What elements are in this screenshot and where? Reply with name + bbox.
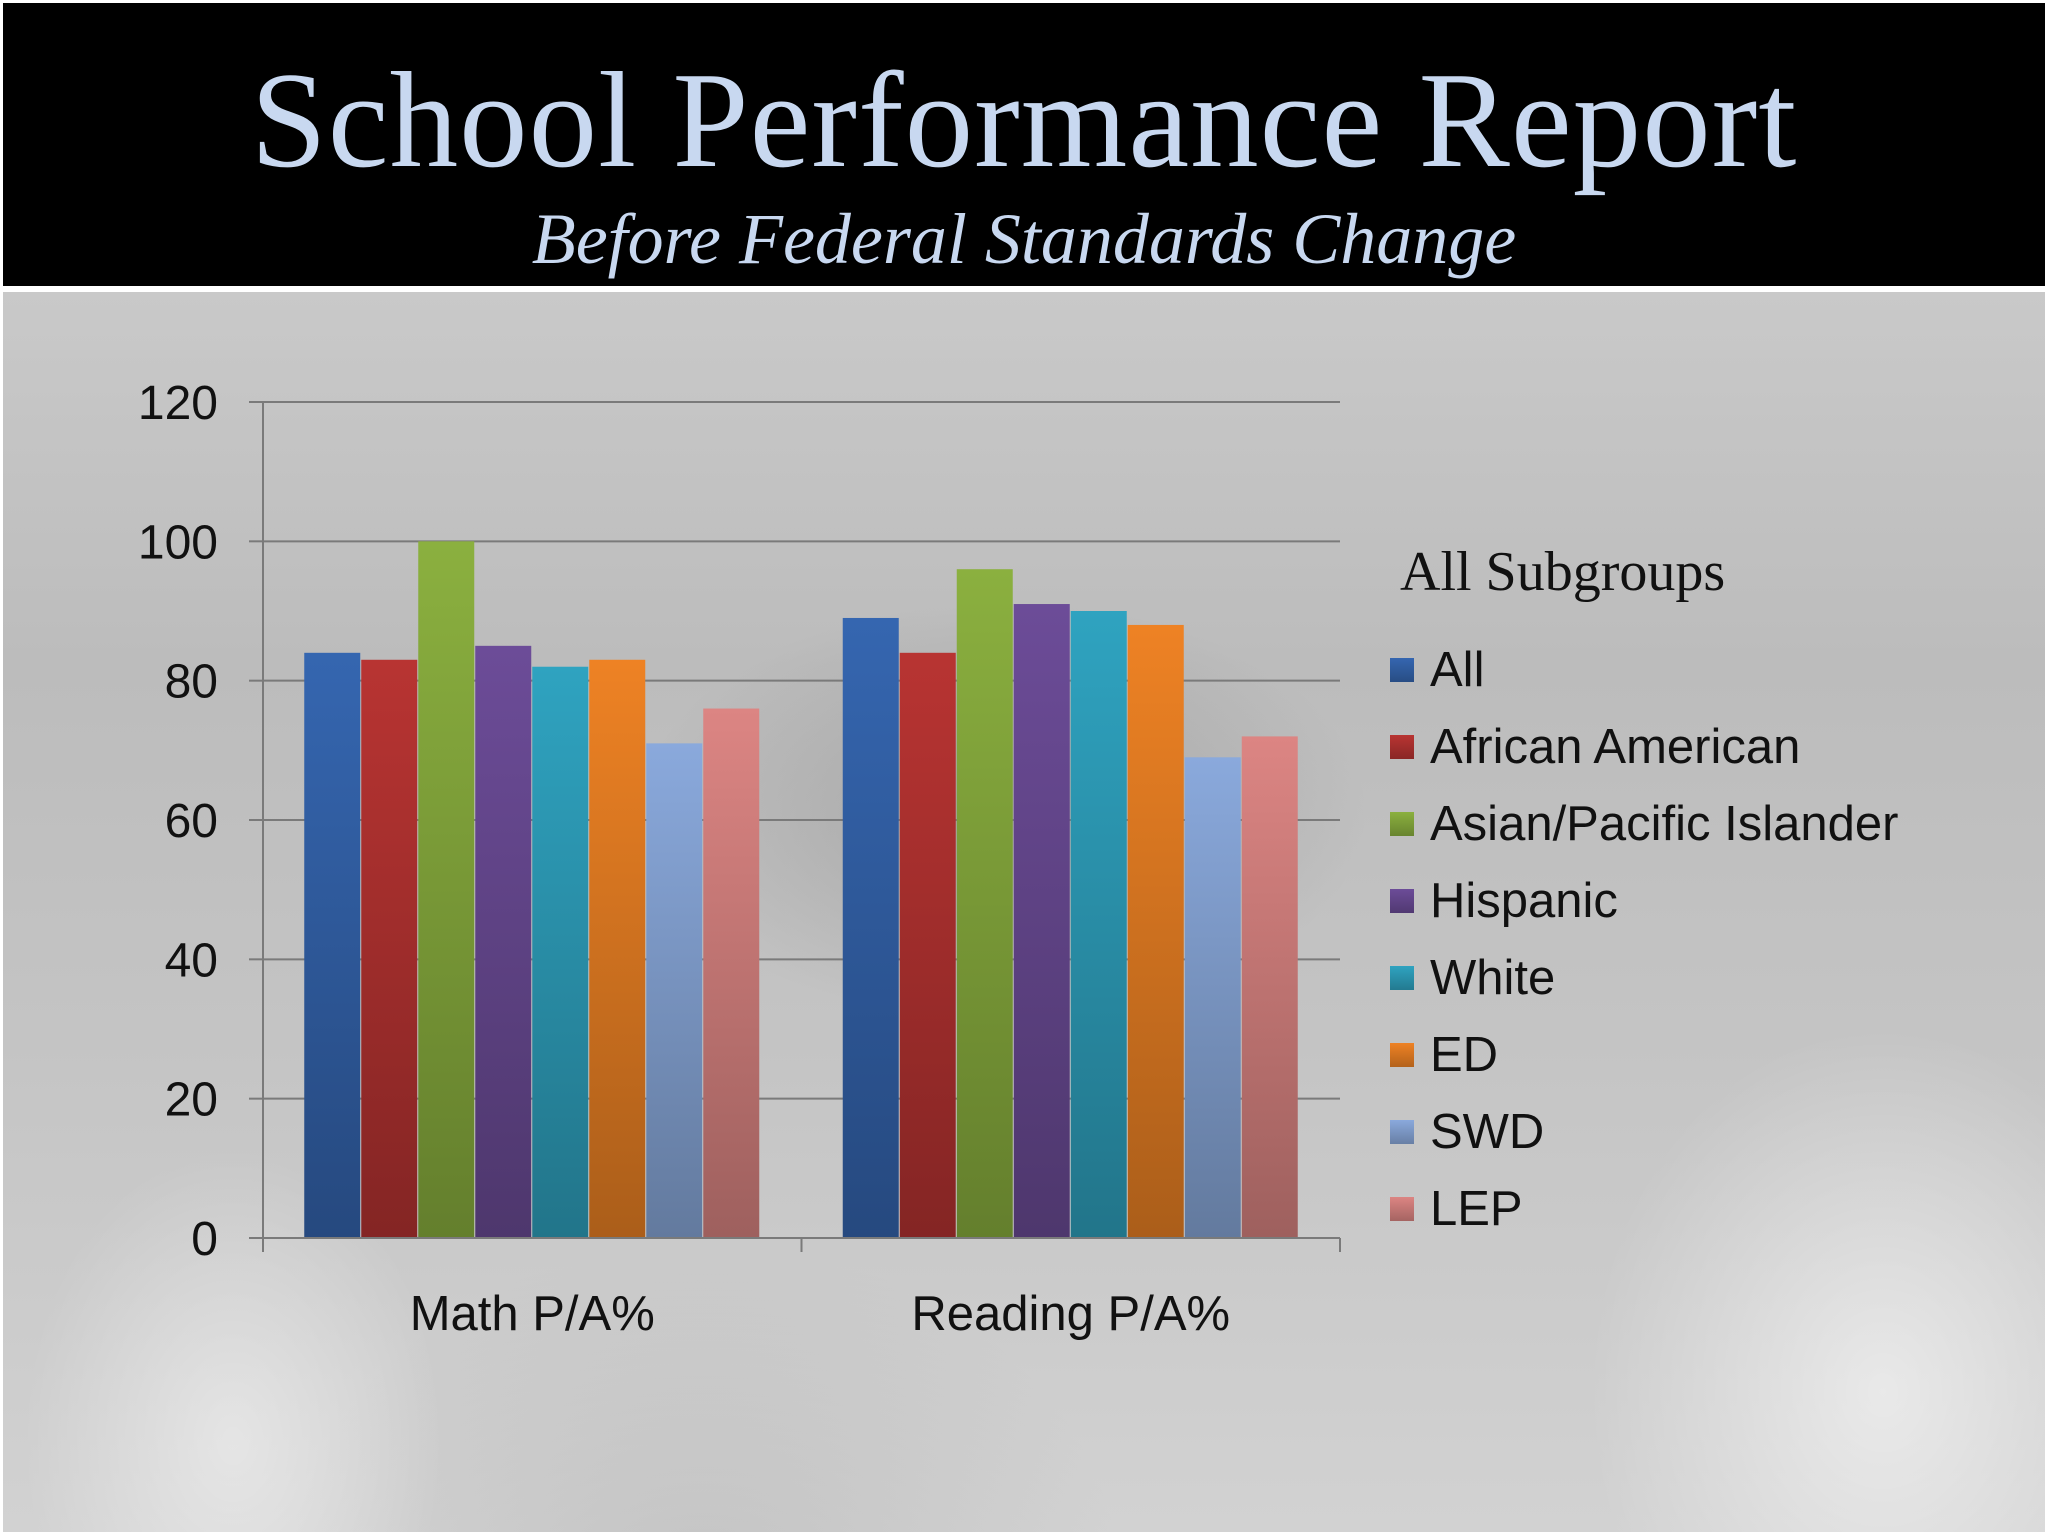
bar-all-math	[304, 652, 361, 1238]
bar-lep-math	[703, 708, 760, 1238]
legend-swatch	[1390, 735, 1414, 759]
legend-label: African American	[1430, 720, 1801, 774]
bar-hispanic-math	[475, 645, 532, 1238]
slide-title: School Performance Report	[250, 44, 1798, 196]
title-banner: School Performance Report Before Federal…	[3, 3, 2045, 286]
bar-all-reading	[842, 617, 899, 1238]
bar-ed-reading	[1127, 624, 1184, 1238]
legend-swatch	[1390, 1043, 1414, 1067]
y-tick-label: 0	[191, 1213, 218, 1266]
x-category-label: Reading P/A%	[911, 1287, 1230, 1341]
y-tick-labels: 0 20 40 60 80 100 120	[138, 377, 218, 1266]
bar-swd-math	[646, 743, 703, 1238]
bar-hispanic-reading	[1013, 604, 1070, 1238]
y-tick-label: 120	[138, 377, 218, 430]
bar-african-american-reading	[899, 652, 956, 1238]
bars	[304, 541, 1298, 1238]
legend-swatch	[1390, 1197, 1414, 1221]
legend-label: White	[1430, 951, 1556, 1005]
x-category-labels: Math P/A% Reading P/A%	[410, 1287, 1230, 1341]
legend-swatch	[1390, 966, 1414, 990]
bar-swd-reading	[1184, 757, 1241, 1238]
bar-ed-math	[589, 659, 646, 1238]
y-tick-label: 80	[165, 656, 218, 709]
axes	[262, 402, 1341, 1252]
legend-swatch	[1390, 1120, 1414, 1144]
bar-asian-pacific-islander-math	[418, 541, 475, 1238]
bar-white-math	[532, 666, 589, 1238]
legend-label: LEP	[1430, 1182, 1523, 1236]
legend-swatch	[1390, 658, 1414, 682]
legend-label: All	[1430, 643, 1485, 697]
y-tick-label: 20	[165, 1074, 218, 1127]
legend-label: SWD	[1430, 1105, 1545, 1159]
y-tick-label: 100	[138, 516, 218, 569]
y-tick-label: 60	[165, 795, 218, 848]
legend-label: Hispanic	[1430, 874, 1618, 928]
legend-swatch	[1390, 889, 1414, 913]
bar-white-reading	[1070, 611, 1127, 1238]
slide-subtitle: Before Federal Standards Change	[531, 199, 1517, 279]
legend-label: Asian/Pacific Islander	[1430, 797, 1899, 851]
bar-asian-pacific-islander-reading	[956, 569, 1013, 1238]
y-tick-label: 40	[165, 934, 218, 987]
bar-lep-reading	[1241, 736, 1298, 1238]
x-category-label: Math P/A%	[410, 1287, 655, 1341]
bar-african-american-math	[361, 659, 418, 1238]
legend-title: All Subgroups	[1400, 541, 1726, 603]
legend-label: ED	[1430, 1028, 1499, 1082]
legend-swatch	[1390, 812, 1414, 836]
